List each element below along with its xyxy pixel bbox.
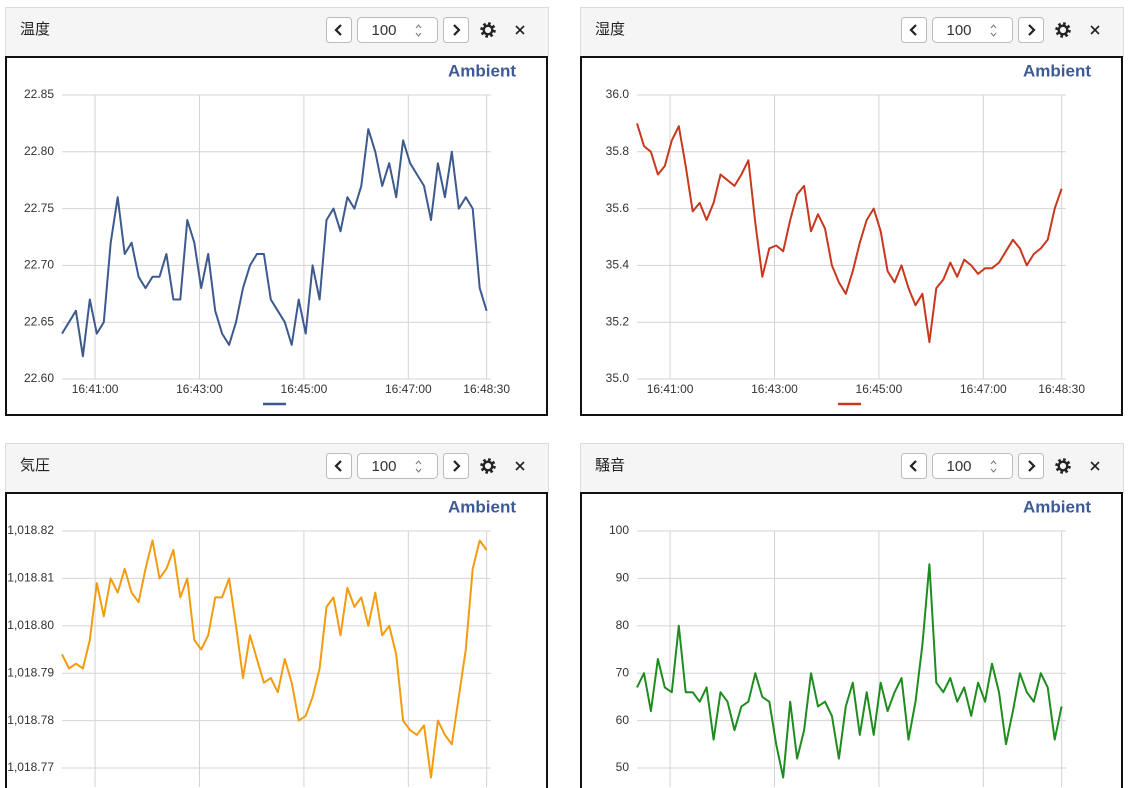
y-tick-label: 1,018.78 [7,713,54,727]
prev-button[interactable] [901,453,927,479]
prev-button[interactable] [326,453,352,479]
next-icon [453,24,461,36]
settings-icon-core [1057,460,1069,472]
x-tick-label: 16:41:00 [72,382,119,396]
settings-icon-core [482,24,494,36]
x-tick-label: 16:43:00 [751,382,798,396]
x-tick-label: 16:48:30 [463,382,510,396]
y-tick-label: 35.6 [606,201,630,215]
spinner-icon [415,24,422,37]
x-tick-label: 16:45:00 [856,382,903,396]
y-tick-label: 1,018.80 [7,618,54,632]
next-icon [453,460,461,472]
y-tick-label: 35.8 [606,144,630,158]
y-tick-label: 1,018.81 [7,571,54,585]
x-tick-label: 16:43:00 [176,382,223,396]
count-input[interactable] [357,17,438,43]
prev-button[interactable] [326,17,352,43]
close-icon[interactable] [1090,25,1100,35]
next-icon [1028,460,1036,472]
settings-icon[interactable] [480,458,496,474]
settings-icon-core [1057,24,1069,36]
data-line [636,563,1063,779]
y-tick-label: 1,018.79 [7,665,54,679]
brand: Ambient [1023,61,1091,80]
brand: Ambient [1023,497,1091,516]
close-icon[interactable] [515,461,525,471]
chart-frame [5,56,548,416]
count-input[interactable] [932,17,1013,43]
data-line [61,539,488,779]
x-tick-label: 16:47:00 [960,382,1007,396]
y-tick-label: 1,018.82 [7,523,54,537]
prev-icon [909,24,917,36]
panel-title: 騒音 [595,457,625,474]
settings-icon[interactable] [1055,22,1071,38]
x-tick-label: 16:45:00 [281,382,328,396]
settings-icon[interactable] [1055,458,1071,474]
y-tick-label: 22.85 [24,87,54,101]
next-button[interactable] [1018,453,1044,479]
close-icon[interactable] [515,25,525,35]
next-button[interactable] [443,17,469,43]
panel-title: 湿度 [595,21,625,38]
x-tick-label: 16:41:00 [647,382,694,396]
panel-title: 気圧 [20,457,50,474]
prev-icon [334,24,342,36]
brand: Ambient [448,497,516,516]
prev-icon [334,460,342,472]
y-tick-label: 35.0 [606,371,630,385]
data-line [61,128,488,358]
y-tick-label: 35.4 [606,258,630,272]
y-tick-label: 80 [616,618,630,632]
y-tick-label: 35.2 [606,314,630,328]
count-value: 100 [946,458,971,475]
close-icon[interactable] [1090,461,1100,471]
y-tick-label: 70 [616,665,630,679]
prev-button[interactable] [901,17,927,43]
spinner-icon [990,460,997,473]
y-tick-label: 22.70 [24,258,54,272]
count-input[interactable] [932,453,1013,479]
y-tick-label: 22.75 [24,201,54,215]
data-line [636,123,1063,344]
chart-frame [580,492,1123,788]
next-button[interactable] [443,453,469,479]
spinner-icon [415,460,422,473]
x-tick-label: 16:48:30 [1038,382,1085,396]
y-tick-label: 60 [616,713,630,727]
y-tick-label: 36.0 [606,87,630,101]
next-icon [1028,24,1036,36]
settings-icon-core [482,460,494,472]
y-tick-label: 50 [616,760,630,774]
y-tick-label: 1,018.77 [7,760,54,774]
prev-icon [909,460,917,472]
count-value: 100 [371,22,396,39]
chart-frame [580,56,1123,416]
count-value: 100 [371,458,396,475]
y-tick-label: 100 [609,523,629,537]
brand: Ambient [448,61,516,80]
spinner-icon [990,24,997,37]
y-tick-label: 90 [616,571,630,585]
chart-frame [5,492,548,788]
panel-title: 温度 [20,21,50,38]
count-value: 100 [946,22,971,39]
y-tick-label: 22.60 [24,371,54,385]
settings-icon[interactable] [480,22,496,38]
x-tick-label: 16:47:00 [385,382,432,396]
y-tick-label: 22.65 [24,314,54,328]
count-input[interactable] [357,453,438,479]
y-tick-label: 22.80 [24,144,54,158]
next-button[interactable] [1018,17,1044,43]
